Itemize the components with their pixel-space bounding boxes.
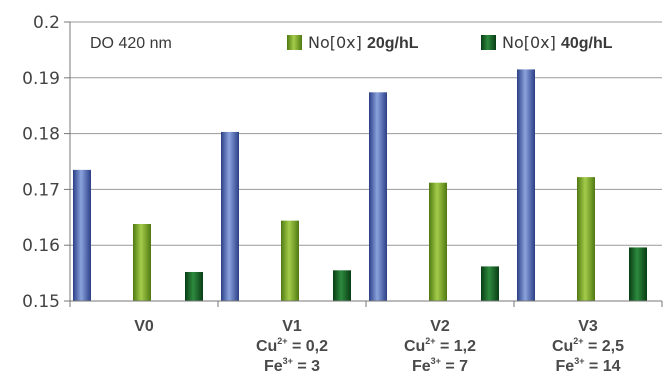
bars (73, 69, 647, 302)
legend-label: No[0x] 40g/hL (502, 33, 613, 52)
y-tick-label: 0.15 (22, 292, 60, 312)
category-annotation: Cu2+ = 1,2 (404, 336, 476, 355)
category-label: V3 (578, 318, 598, 335)
bar-v2-series-2 (429, 182, 447, 301)
bar-v3-series-3 (629, 247, 647, 301)
chart-title: DO 420 nm (90, 35, 172, 52)
bar-v0-series-2 (133, 223, 151, 301)
bar-v0-series-3 (185, 271, 203, 301)
x-axis (69, 22, 663, 307)
y-tick-label: 0.16 (22, 236, 60, 256)
bar-v3-series-1 (517, 69, 535, 302)
y-axis-ticks: 0.15 0.16 0.17 0.18 0.19 0.2 (22, 13, 70, 312)
bar-v3-series-2 (577, 177, 595, 301)
category-annotation: Cu2+ = 2,5 (552, 336, 624, 355)
bar-v1-series-3 (333, 270, 351, 301)
legend: DO 420 nm No[0x] 20g/hL No[0x] 40g/hL (90, 33, 613, 52)
y-tick-label: 0.17 (22, 180, 60, 200)
gridlines (70, 21, 662, 302)
bar-v2-series-1 (369, 92, 387, 301)
legend-swatch (287, 35, 302, 50)
bar-v2-series-3 (481, 266, 499, 301)
y-tick-label: 0.2 (33, 13, 60, 33)
category-annotation: Fe3+ = 3 (264, 356, 320, 375)
category-annotation: Cu2+ = 0,2 (256, 336, 328, 355)
bar-v0-series-1 (73, 169, 91, 301)
y-tick-label: 0.18 (22, 125, 60, 145)
category-label: V0 (134, 318, 154, 335)
category-label: V1 (282, 318, 302, 335)
bar-v1-series-1 (221, 131, 239, 301)
category-label: V2 (430, 318, 450, 335)
y-tick-label: 0.19 (22, 69, 60, 89)
bar-v1-series-2 (281, 220, 299, 301)
category-annotation: Fe3+ = 14 (556, 356, 621, 375)
legend-swatch (481, 35, 496, 50)
category-annotation: Fe3+ = 7 (412, 356, 468, 375)
legend-label: No[0x] 20g/hL (308, 33, 419, 52)
